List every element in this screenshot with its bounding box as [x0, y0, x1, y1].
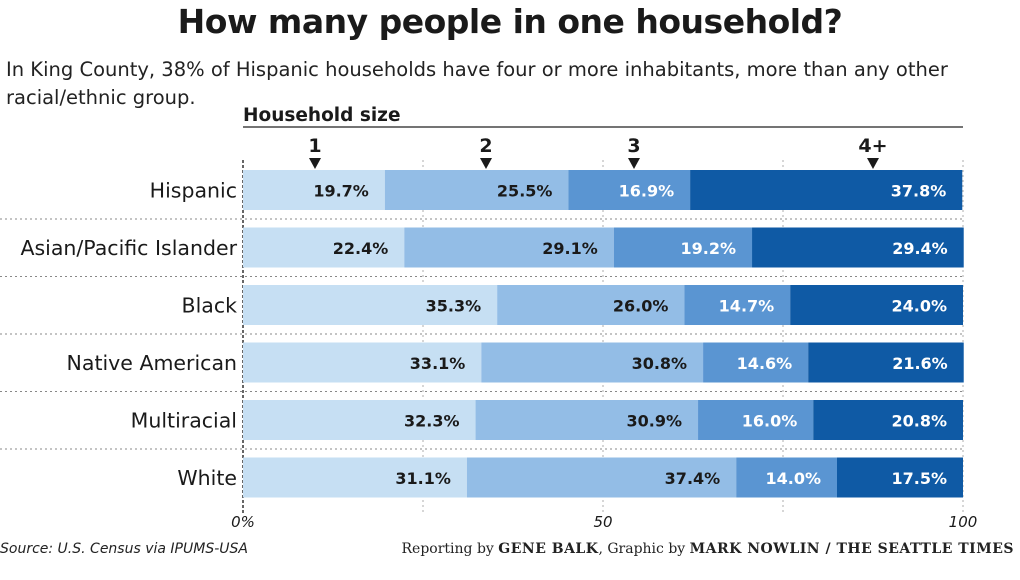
bar-segment — [481, 342, 704, 383]
x-tick-label: 50 — [593, 513, 612, 531]
category-label: Asian/Pacific Islander — [20, 236, 237, 260]
bar-segment — [568, 170, 691, 210]
bar-segment — [690, 170, 963, 210]
bar-segment — [684, 285, 791, 325]
data-label: 37.4% — [665, 469, 721, 488]
data-label: 21.6% — [892, 354, 948, 373]
legend-entry-label: 2 — [479, 135, 492, 157]
bar-segment — [703, 342, 809, 383]
legend-marker — [309, 158, 321, 169]
category-labels: Hispanic Asian/Pacific Islander Black Nativ… — [20, 179, 237, 491]
data-label: 16.0% — [742, 412, 798, 431]
bar-segment — [752, 227, 964, 268]
bar-segment — [243, 227, 405, 268]
bar-segment — [243, 400, 476, 440]
chart-subtitle: In King County, 38% of Hispanic househol… — [6, 58, 948, 109]
bar-segment — [790, 285, 963, 325]
category-label: Multiracial — [131, 409, 237, 433]
category-label: Native American — [67, 351, 237, 375]
data-label: 29.4% — [892, 239, 948, 258]
bar-segment — [808, 342, 964, 383]
data-label: 26.0% — [613, 297, 669, 316]
data-label: 14.6% — [737, 354, 793, 373]
grid-lines — [0, 160, 964, 513]
source-note: Source: U.S. Census via IPUMS-USA — [0, 541, 248, 557]
legend-entry-label: 3 — [627, 135, 640, 157]
bar-segment — [497, 285, 685, 325]
data-label: 30.8% — [632, 354, 688, 373]
x-tick-label: 100 — [949, 513, 978, 531]
data-label: 37.8% — [891, 182, 947, 201]
bar-segment — [243, 170, 385, 210]
x-tick-label: 0% — [231, 513, 255, 531]
data-label: 19.7% — [313, 182, 369, 201]
data-label: 29.1% — [542, 239, 598, 258]
credit-name-1: GENE BALK — [498, 541, 599, 557]
legend-marker — [628, 158, 640, 169]
data-label: 33.1% — [410, 354, 466, 373]
bar-segment — [813, 400, 963, 440]
data-label: 24.0% — [891, 297, 947, 316]
data-label: 30.9% — [627, 412, 683, 431]
data-label: 16.9% — [619, 182, 675, 201]
legend-title: Household size — [243, 105, 401, 126]
legend-entry-label: 4+ — [858, 135, 887, 157]
data-label: 17.5% — [891, 469, 947, 488]
credit-line: Reporting by GENE BALK, Graphic by MARK … — [402, 541, 1015, 557]
bar-segment — [698, 400, 814, 440]
data-label: 25.5% — [497, 182, 553, 201]
bar-segment — [466, 457, 737, 498]
bar-segment — [613, 227, 753, 268]
bar-segment — [736, 457, 837, 498]
data-label: 31.1% — [395, 469, 451, 488]
data-label: 20.8% — [891, 412, 947, 431]
bar-segment — [837, 457, 963, 498]
legend-entry-label: 1 — [308, 135, 321, 157]
x-axis: 0% 50 100 — [231, 513, 977, 531]
credit-prefix-2: , Graphic by — [598, 541, 690, 557]
data-label: 14.7% — [719, 297, 775, 316]
legend-marker — [480, 158, 492, 169]
data-label: 22.4% — [333, 239, 389, 258]
data-label: 19.2% — [681, 239, 737, 258]
legend-marker — [867, 158, 879, 169]
data-label: 32.3% — [404, 412, 460, 431]
bar-segment — [243, 285, 498, 325]
category-label: Hispanic — [150, 179, 237, 203]
credit-prefix-1: Reporting by — [401, 541, 499, 557]
chart-title: How many people in one household? — [177, 2, 843, 41]
data-label: 35.3% — [426, 297, 482, 316]
bar-segment — [243, 342, 482, 383]
data-labels: 19.7% 25.5% 16.9% 37.8% 22.4% 29.1% 19.2% 29.4%… — [313, 182, 947, 489]
category-label: White — [177, 466, 237, 490]
legend: Household size 1 2 3 4+ — [243, 105, 963, 169]
data-label: 14.0% — [765, 469, 821, 488]
category-label: Black — [182, 294, 238, 318]
bars — [243, 170, 964, 498]
bar-segment — [384, 170, 569, 210]
bar-segment — [243, 457, 467, 498]
credit-name-2: MARK NOWLIN / THE SEATTLE TIMES — [689, 541, 1014, 557]
bar-segment — [475, 400, 699, 440]
bar-segment — [404, 227, 614, 268]
